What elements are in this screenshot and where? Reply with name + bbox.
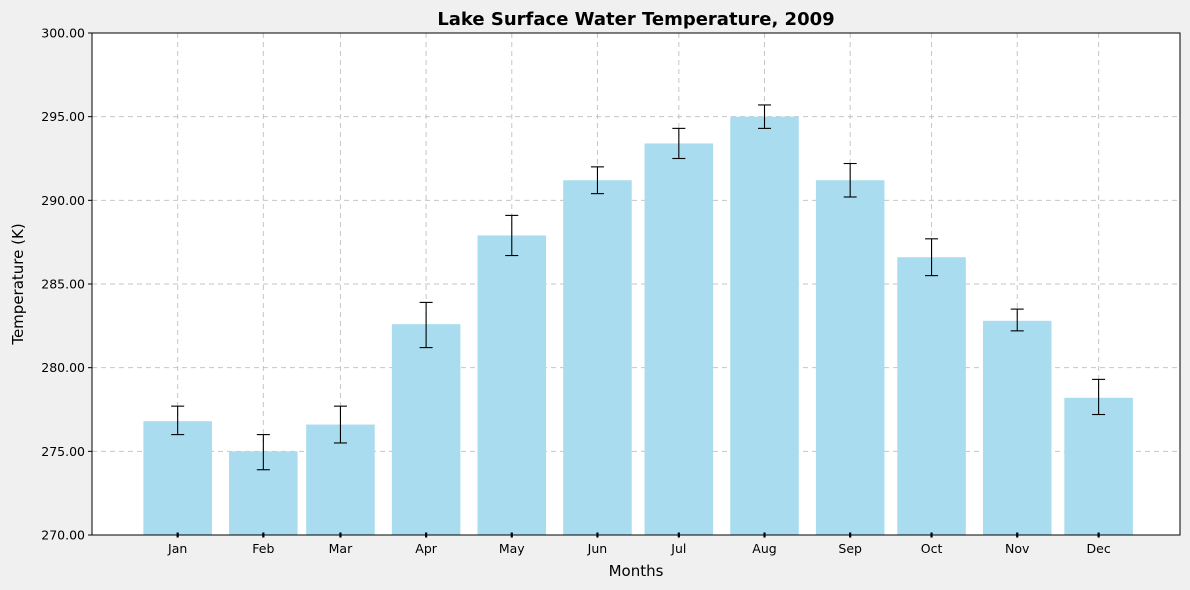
y-axis-ticks: 270.00 275.00 280.00 285.00 290.00 295.00 300.… xyxy=(41,26,92,543)
y-tick-label: 285.00 xyxy=(41,277,85,292)
chart-title: Lake Surface Water Temperature, 2009 xyxy=(437,9,834,30)
y-axis-label: Temperature (K) xyxy=(9,223,27,345)
error-bars xyxy=(171,104,1106,471)
x-tick-label: Nov xyxy=(1005,541,1030,556)
y-tick-label: 280.00 xyxy=(41,360,85,375)
x-tick-label: May xyxy=(499,541,525,556)
y-tick-label: 270.00 xyxy=(41,528,85,543)
x-tick-label: Mar xyxy=(329,541,353,556)
bar-may xyxy=(477,235,547,535)
bar-dec xyxy=(1064,397,1133,535)
bar-aug xyxy=(730,116,799,536)
bar-sep xyxy=(815,180,885,535)
bar-jan xyxy=(143,421,212,535)
x-tick-label: Aug xyxy=(752,541,776,556)
x-tick-label: Jul xyxy=(670,541,686,556)
x-tick-label: Jan xyxy=(167,541,187,556)
x-tick-label: Apr xyxy=(415,541,437,556)
x-axis-ticks: Jan Feb Mar Apr May Jun Jul Aug Sep Oct Nov Dec xyxy=(167,532,1111,556)
bar-jul xyxy=(644,143,714,535)
bar-jun xyxy=(563,180,632,535)
y-tick-label: 290.00 xyxy=(41,193,85,208)
x-tick-label: Sep xyxy=(838,541,862,556)
bar-oct xyxy=(897,257,966,535)
bar-apr xyxy=(391,324,461,535)
y-tick-label: 300.00 xyxy=(41,26,85,41)
y-tick-label: 295.00 xyxy=(41,109,85,124)
x-tick-label: Feb xyxy=(252,541,274,556)
bar-nov xyxy=(982,320,1052,535)
x-tick-label: Jun xyxy=(587,541,608,556)
x-axis-label: Months xyxy=(609,562,664,580)
x-tick-label: Dec xyxy=(1087,541,1111,556)
x-tick-label: Oct xyxy=(921,541,943,556)
y-tick-label: 275.00 xyxy=(41,444,85,459)
